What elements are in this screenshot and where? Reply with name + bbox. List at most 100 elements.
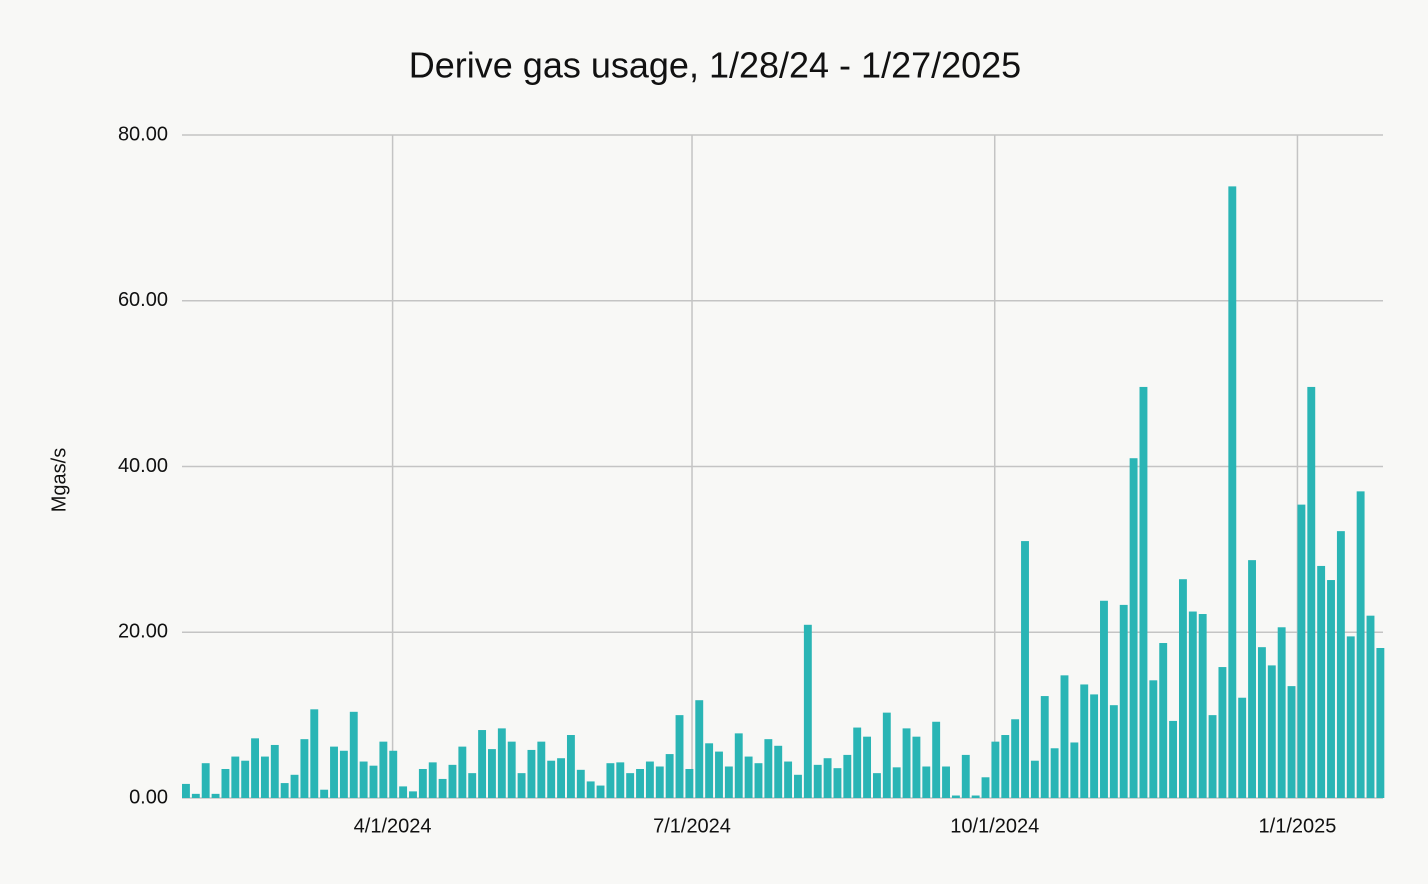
y-tick-label: 60.00 [118, 289, 168, 311]
bar [1327, 580, 1335, 798]
bar [1346, 636, 1355, 798]
bar [399, 786, 408, 798]
bar [872, 773, 881, 798]
bar [1287, 686, 1296, 798]
bar [339, 750, 348, 798]
x-tick-label: 1/1/2025 [1259, 815, 1337, 837]
bar [784, 761, 793, 798]
bar [636, 768, 644, 798]
bar [1011, 719, 1020, 798]
bar [1139, 386, 1148, 798]
bar [527, 749, 536, 798]
bar [882, 712, 891, 798]
bar [1090, 694, 1099, 798]
bar [942, 766, 950, 798]
bar [724, 766, 733, 798]
bar [1208, 715, 1217, 798]
bar [744, 756, 753, 798]
bar [270, 744, 279, 798]
bar [201, 763, 210, 798]
bar [1169, 720, 1178, 798]
bar [586, 781, 595, 798]
y-tick-label: 80.00 [118, 123, 168, 145]
bar [1188, 611, 1197, 798]
bar [547, 760, 556, 798]
y-axis-label: Mgas/s [48, 448, 70, 512]
bar [734, 733, 743, 798]
bar [1021, 541, 1029, 798]
bar [1267, 665, 1276, 798]
bar [330, 746, 338, 798]
bar [310, 709, 319, 798]
x-tick-label: 7/1/2024 [653, 815, 731, 837]
bar [606, 763, 615, 798]
chart-title: Derive gas usage, 1/28/24 - 1/27/2025 [409, 45, 1021, 86]
bar [290, 774, 299, 798]
bar [576, 769, 585, 798]
bar [1317, 565, 1326, 798]
bar [1307, 386, 1316, 798]
y-tick-label: 40.00 [118, 455, 168, 477]
bar [468, 773, 477, 798]
bar [1248, 560, 1256, 798]
bar [932, 721, 941, 798]
x-tick-label: 4/1/2024 [354, 815, 432, 837]
y-tick-label: 0.00 [129, 786, 168, 808]
bar [991, 741, 1000, 798]
bar [892, 767, 901, 798]
bar [1070, 742, 1079, 798]
bar [1257, 647, 1266, 798]
bar [1100, 600, 1108, 798]
bar [922, 766, 931, 798]
bar [428, 762, 437, 798]
bar [951, 795, 960, 798]
bar [655, 766, 664, 798]
bar [1040, 696, 1049, 798]
bar [1149, 680, 1158, 798]
bar [1228, 186, 1237, 798]
bar [705, 743, 714, 798]
bar [231, 756, 240, 798]
bar [359, 761, 368, 798]
bar [260, 756, 269, 798]
bar [715, 751, 723, 798]
bar [1001, 735, 1010, 798]
bar [1159, 643, 1168, 798]
bar [1376, 647, 1385, 798]
bar [182, 783, 190, 798]
bar [853, 727, 862, 798]
bar [566, 735, 575, 798]
bar [863, 736, 872, 798]
bar [458, 746, 467, 798]
bar [843, 754, 852, 798]
bar [1178, 579, 1187, 798]
bar [813, 764, 822, 798]
bar [1119, 604, 1128, 798]
bar [616, 762, 625, 798]
bars [182, 186, 1385, 798]
bar [981, 777, 990, 798]
bar [300, 739, 309, 798]
bar [1218, 667, 1227, 798]
bar [685, 768, 694, 798]
bar [211, 793, 220, 798]
bar [971, 795, 980, 798]
bar [369, 765, 378, 798]
bar [507, 741, 516, 798]
bar [1356, 491, 1365, 798]
bar [488, 749, 496, 798]
bar [409, 791, 417, 798]
bar [961, 754, 970, 798]
bar [803, 624, 812, 798]
bar [349, 711, 358, 798]
bar [1277, 627, 1286, 798]
bar [438, 778, 447, 798]
bar [280, 783, 289, 798]
bar [1109, 705, 1118, 798]
y-tick-label: 20.00 [118, 621, 168, 643]
bar [665, 754, 674, 798]
bar [389, 750, 398, 798]
bar [596, 785, 605, 798]
bar [221, 768, 230, 798]
x-tick-label: 10/1/2024 [950, 815, 1039, 837]
